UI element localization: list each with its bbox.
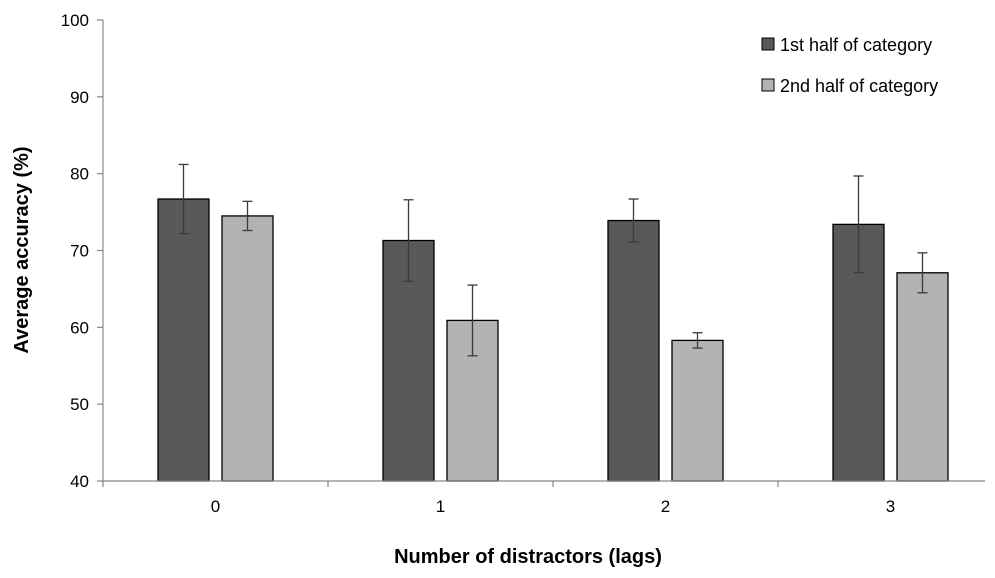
- legend-swatch: [761, 78, 775, 92]
- y-tick-label: 100: [61, 11, 89, 30]
- axes: 40 50 60 70 80 90 100 0 1 2 3: [61, 11, 985, 516]
- bar: [607, 219, 660, 482]
- y-tick-label: 80: [70, 165, 89, 184]
- legend-label: 2nd half of category: [780, 76, 938, 96]
- legend-swatch: [761, 37, 775, 51]
- y-tick-label: 90: [70, 88, 89, 107]
- bar: [157, 198, 210, 482]
- y-tick-label: 70: [70, 242, 89, 261]
- bar: [896, 272, 949, 482]
- x-tick-label: 1: [436, 497, 445, 516]
- y-tick-label: 60: [70, 318, 89, 337]
- x-axis-title: Number of distractors (lags): [394, 546, 662, 568]
- legend: 1st half of category 2nd half of category: [761, 35, 938, 96]
- legend-label: 1st half of category: [780, 35, 932, 55]
- y-tick-label: 40: [70, 472, 89, 491]
- bar: [671, 339, 724, 482]
- x-tick-label: 3: [886, 497, 895, 516]
- bar: [221, 215, 274, 482]
- x-tick-label: 0: [211, 497, 220, 516]
- x-tick-label: 2: [661, 497, 670, 516]
- y-tick-label: 50: [70, 395, 89, 414]
- y-axis-title: Average accuracy (%): [11, 146, 33, 353]
- plot-area: [157, 163, 949, 482]
